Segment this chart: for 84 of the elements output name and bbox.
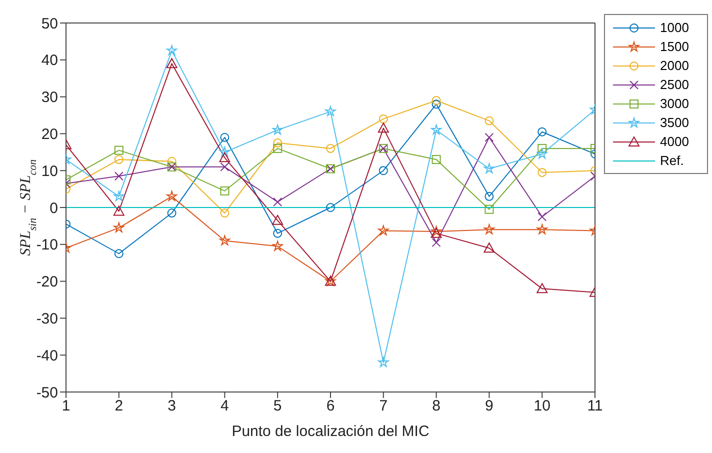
point [219,235,230,246]
point [219,146,230,157]
y-tick-label: 10 [41,162,58,180]
x-tick-label: 10 [534,398,550,415]
point [273,144,282,153]
point [378,114,388,124]
y-tick-label: 40 [41,52,58,70]
x-axis-title: Punto de localización del MIC [232,423,430,440]
point [378,122,389,133]
point [538,168,547,177]
y-tick-label: -50 [36,384,58,402]
point [114,155,124,164]
point [167,156,176,166]
point [432,100,441,109]
y-tick-label: 50 [41,15,58,32]
point [536,224,548,234]
point [220,132,230,142]
point [484,116,494,126]
x-tick-label: 5 [273,398,282,415]
point [113,206,124,216]
y-tick-label: 30 [41,89,58,106]
point [538,212,547,222]
point [114,146,124,155]
legend-label: Ref. [660,153,684,168]
x-tick-label: 6 [326,398,335,415]
point [114,190,124,201]
point [484,132,494,142]
legend-label: 3500 [660,115,689,130]
point [167,208,176,218]
legend-label: 2500 [660,77,689,92]
point [220,162,230,172]
point [325,106,336,116]
legend-label: 2000 [660,58,689,73]
point [378,356,389,368]
point [538,144,547,153]
point [273,138,282,148]
point [272,240,283,251]
point [326,144,335,153]
point [114,222,124,232]
y-tick-label: -10 [36,236,58,254]
point [220,186,230,196]
x-tick-label: 7 [379,398,388,415]
x-tick-label: 11 [587,398,603,415]
legend-label: 1000 [660,20,689,35]
point [273,228,282,238]
legend-label: 4000 [660,134,689,149]
point [538,127,547,136]
point [536,148,548,159]
point [272,214,284,225]
point [326,203,335,212]
point [484,204,494,214]
y-tick-label: -20 [36,274,58,291]
point [220,208,230,218]
point [114,249,124,258]
x-tick-label: 8 [432,398,440,415]
point [484,163,494,174]
x-tick-label: 9 [485,398,494,415]
point [272,124,283,135]
point [114,172,124,181]
point [166,190,178,201]
y-tick-label: -30 [36,310,58,328]
point [484,192,494,201]
point [432,238,441,248]
x-tick-label: 4 [220,398,229,415]
y-tick-label: 20 [41,126,58,144]
point [432,155,441,164]
point [432,96,441,105]
point [273,197,282,206]
point [378,166,388,176]
x-tick-label: 3 [168,398,176,415]
point [431,124,442,135]
point [378,225,389,236]
point [536,283,548,294]
x-tick-label: 2 [114,398,124,415]
y-tick-label: 0 [50,200,58,217]
point [219,152,230,162]
y-tick-label: -40 [36,347,58,364]
x-tick-label: 1 [62,398,70,415]
point [166,58,178,68]
legend-label: 3000 [660,96,689,111]
point [484,242,495,253]
point [166,45,178,56]
point [484,224,494,234]
legend-label: 1500 [660,39,689,54]
